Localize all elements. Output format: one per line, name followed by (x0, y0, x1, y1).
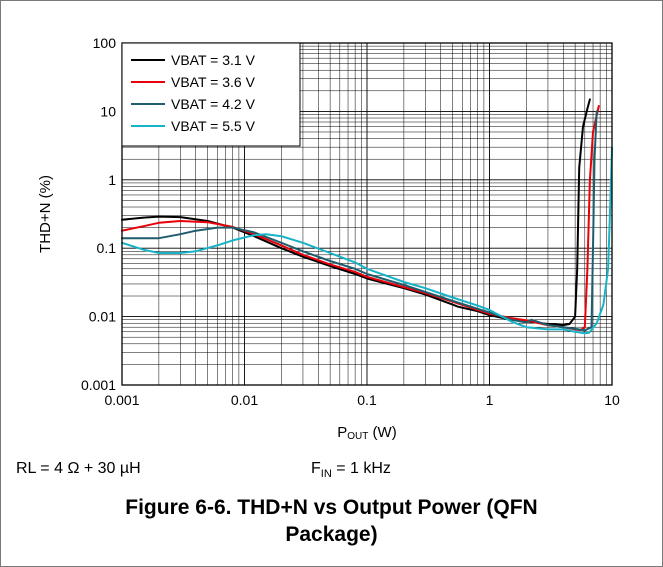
x-tick-labels: 0.001 0.01 0.1 1 10 (104, 392, 620, 408)
series-layer (121, 98, 613, 335)
y-tick-label: 0.01 (89, 309, 116, 325)
legend: VBAT = 3.1 V VBAT = 3.6 V VBAT = 4.2 V VBAT… (121, 42, 301, 147)
legend-label-4: VBAT = 5.5 V (171, 118, 256, 134)
legend-label-3: VBAT = 4.2 V (171, 96, 256, 112)
rl-condition: RL = 4 Ω + 30 µH (16, 460, 141, 477)
y-tick-labels: 0.001 0.01 0.1 1 10 100 (81, 35, 116, 393)
thd-vs-power-chart: 0.001 0.01 0.1 1 10 100 0.001 0.01 0.1 1 10 POUT … (37, 35, 620, 440)
y-tick-label: 10 (100, 103, 116, 119)
figure-caption-line-1: Figure 6-6. THD+N vs Output Power (QFN (125, 496, 538, 519)
series-line-2 (121, 105, 600, 332)
y-tick-label: 1 (108, 172, 116, 188)
y-axis-label: THD+N (%) (37, 175, 54, 253)
y-tick-label: 0.001 (81, 377, 116, 393)
series-line-3 (121, 110, 598, 332)
legend-label-2: VBAT = 3.6 V (171, 74, 256, 90)
x-tick-label: 1 (486, 392, 494, 408)
y-tick-label: 0.1 (97, 240, 117, 256)
x-tick-label: 0.1 (357, 392, 377, 408)
y-tick-label: 100 (93, 35, 117, 51)
series-line-4 (121, 146, 613, 335)
fin-condition: FIN = 1 kHz (311, 460, 391, 481)
x-tick-label: 0.001 (104, 392, 139, 408)
x-axis-label: POUT (W) (337, 424, 396, 440)
x-tick-label: 0.01 (231, 392, 258, 408)
figure-caption-line-2: Package) (285, 523, 378, 546)
legend-label-1: VBAT = 3.1 V (171, 52, 256, 68)
x-tick-label: 10 (604, 392, 620, 408)
plot-area-border (121, 42, 613, 386)
